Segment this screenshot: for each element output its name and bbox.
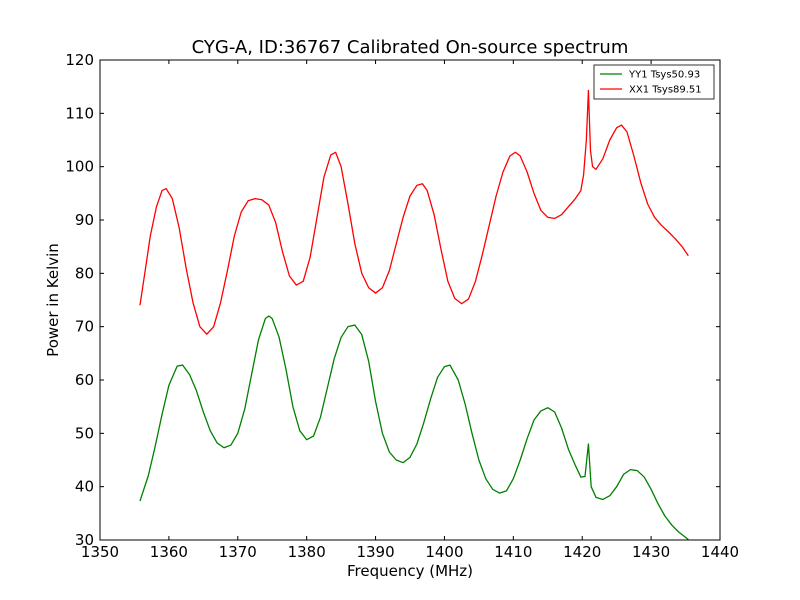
x-tick-label: 1350 — [81, 543, 119, 561]
plot-background — [100, 60, 720, 540]
legend-label-1: XX1 Tsys89.51 — [629, 85, 702, 96]
x-tick-label: 1420 — [563, 543, 601, 561]
y-tick-label: 100 — [65, 158, 94, 176]
series-line-1 — [139, 89, 689, 335]
y-tick-label: 90 — [75, 211, 94, 229]
y-axis: 30 40 50 60 70 80 90 100 110 120 — [65, 51, 720, 549]
plot-area — [100, 60, 720, 540]
x-tick-label: 1370 — [219, 543, 257, 561]
legend-box — [593, 64, 715, 100]
x-tick-label: 1390 — [356, 543, 394, 561]
plot-frame — [99, 59, 721, 541]
y-tick-label: 70 — [75, 318, 94, 336]
y-tick-label: 110 — [65, 104, 94, 122]
y-tick-label: 30 — [75, 531, 94, 549]
x-tick-label: 1400 — [425, 543, 463, 561]
y-tick-label: 40 — [75, 478, 94, 496]
y-tick-label: 60 — [75, 371, 94, 389]
x-tick-label: 1410 — [494, 543, 532, 561]
x-axis-label: Frequency (MHz) — [347, 562, 473, 580]
x-tick-label: 1440 — [701, 543, 739, 561]
x-axis: 1350 1360 1370 1380 1390 1400 1410 1420 1430 1440 — [81, 60, 739, 561]
chart-title: CYG-A, ID:36767 Calibrated On-source spe… — [192, 37, 629, 58]
x-tick-label: 1360 — [150, 543, 188, 561]
x-tick-label: 1430 — [632, 543, 670, 561]
series-layer — [139, 89, 689, 540]
legend: YY1 Tsys50.93 XX1 Tsys89.51 — [593, 64, 715, 100]
y-tick-label: 80 — [75, 264, 94, 282]
y-tick-label: 120 — [65, 51, 94, 69]
series-line-0 — [139, 315, 689, 540]
y-axis-label: Power in Kelvin — [44, 243, 62, 357]
y-tick-label: 50 — [75, 424, 94, 442]
legend-label-0: YY1 Tsys50.93 — [628, 70, 700, 81]
x-tick-label: 1380 — [288, 543, 326, 561]
